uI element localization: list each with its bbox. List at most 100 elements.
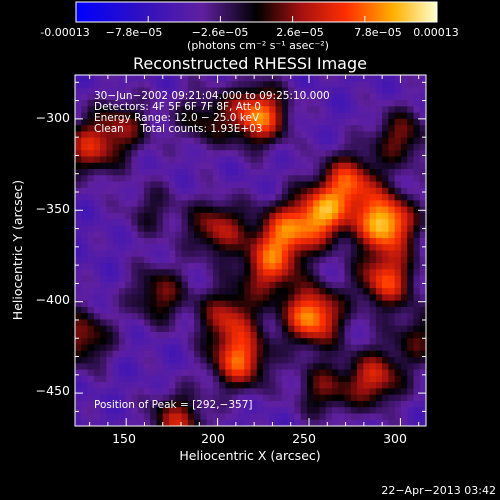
heatmap-cell <box>294 194 302 201</box>
heatmap-cell <box>413 319 421 327</box>
heatmap-cell <box>112 118 120 126</box>
heatmap-cell <box>344 162 352 170</box>
heatmap-cell <box>169 231 176 239</box>
heatmap-cell <box>106 344 114 352</box>
heatmap-cell <box>331 244 339 251</box>
heatmap-cell <box>388 388 396 396</box>
heatmap-cell <box>143 269 151 276</box>
heatmap-cell <box>350 263 358 270</box>
heatmap-cell <box>288 93 295 101</box>
heatmap-cell <box>288 363 295 370</box>
heatmap-cell <box>306 357 314 364</box>
heatmap-cell <box>281 137 289 145</box>
heatmap-cell <box>219 419 226 426</box>
heatmap-cell <box>137 344 145 352</box>
heatmap-cell <box>225 231 233 239</box>
heatmap-cell <box>87 200 95 208</box>
heatmap-cell <box>156 187 164 195</box>
heatmap-cell <box>237 100 245 107</box>
heatmap-cell <box>206 325 214 333</box>
heatmap-cell <box>181 137 189 145</box>
heatmap-cell <box>256 137 264 145</box>
heatmap-cell <box>244 306 251 314</box>
heatmap-cell <box>169 281 176 289</box>
heatmap-cell <box>187 137 195 145</box>
heatmap-cell <box>400 263 408 270</box>
heatmap-cell <box>206 237 214 245</box>
heatmap-cell <box>382 419 389 426</box>
heatmap-cell <box>394 244 402 251</box>
heatmap-cell <box>300 93 308 101</box>
heatmap-cell <box>137 319 145 327</box>
heatmap-cell <box>313 350 320 358</box>
heatmap-cell <box>206 106 214 114</box>
heatmap-cell <box>187 319 195 327</box>
heatmap-cell <box>143 263 151 270</box>
heatmap-cell <box>100 143 107 151</box>
heatmap-cell <box>206 269 214 276</box>
heatmap-cell <box>87 206 95 214</box>
heatmap-cell <box>275 212 283 220</box>
heatmap-cell <box>407 325 414 333</box>
heatmap-cell <box>357 244 364 251</box>
heatmap-cell <box>118 388 126 396</box>
heatmap-cell <box>231 256 239 264</box>
heatmap-cell <box>350 187 358 195</box>
heatmap-cell <box>131 175 139 182</box>
heatmap-cell <box>162 256 170 264</box>
heatmap-cell <box>244 319 251 327</box>
heatmap-cell <box>275 407 283 414</box>
heatmap-cell <box>256 194 264 201</box>
heatmap-cell <box>231 375 239 383</box>
heatmap-cell <box>407 313 414 320</box>
heatmap-cell <box>382 407 389 414</box>
heatmap-cell <box>375 344 383 352</box>
heatmap-cell <box>300 106 308 114</box>
heatmap-cell <box>75 256 82 264</box>
heatmap-cell <box>131 382 139 389</box>
heatmap-cell <box>319 275 327 283</box>
heatmap-cell <box>100 169 107 176</box>
heatmap-cell <box>413 413 421 421</box>
heatmap-cell <box>219 131 226 139</box>
heatmap-cell <box>212 281 220 289</box>
heatmap-cell <box>137 81 145 88</box>
heatmap-cell <box>175 81 182 88</box>
heatmap-cell <box>331 288 339 295</box>
heatmap-cell <box>75 363 82 370</box>
heatmap-cell <box>237 344 245 352</box>
heatmap-cell <box>175 263 182 270</box>
heatmap-cell <box>75 194 82 201</box>
heatmap-cell <box>369 250 377 258</box>
heatmap-cell <box>169 350 176 358</box>
heatmap-cell <box>87 369 95 377</box>
heatmap-cell <box>143 106 151 114</box>
heatmap-cell <box>100 106 107 114</box>
heatmap-cell <box>250 250 258 258</box>
heatmap-cell <box>331 382 339 389</box>
heatmap-cell <box>219 300 226 308</box>
heatmap-cell <box>382 357 389 364</box>
heatmap-cell <box>100 156 107 164</box>
heatmap-cell <box>331 212 339 220</box>
heatmap-cell <box>181 344 189 352</box>
heatmap-cell <box>263 357 270 364</box>
heatmap-cell <box>294 175 302 182</box>
heatmap-cell <box>306 407 314 414</box>
heatmap-cell <box>75 331 82 339</box>
heatmap-cell <box>181 118 189 126</box>
heatmap-cell <box>81 294 88 302</box>
heatmap-cell <box>143 112 151 120</box>
heatmap-cell <box>81 419 88 426</box>
heatmap-cell <box>388 419 396 426</box>
heatmap-cell <box>294 313 302 320</box>
heatmap-cell <box>118 131 126 139</box>
heatmap-cell <box>75 275 82 283</box>
heatmap-cell <box>244 143 251 151</box>
heatmap-cell <box>357 106 364 114</box>
heatmap-cell <box>300 181 308 189</box>
heatmap-cell <box>331 169 339 176</box>
heatmap-cell <box>162 131 170 139</box>
heatmap-cell <box>93 400 101 408</box>
heatmap-cell <box>212 87 220 95</box>
